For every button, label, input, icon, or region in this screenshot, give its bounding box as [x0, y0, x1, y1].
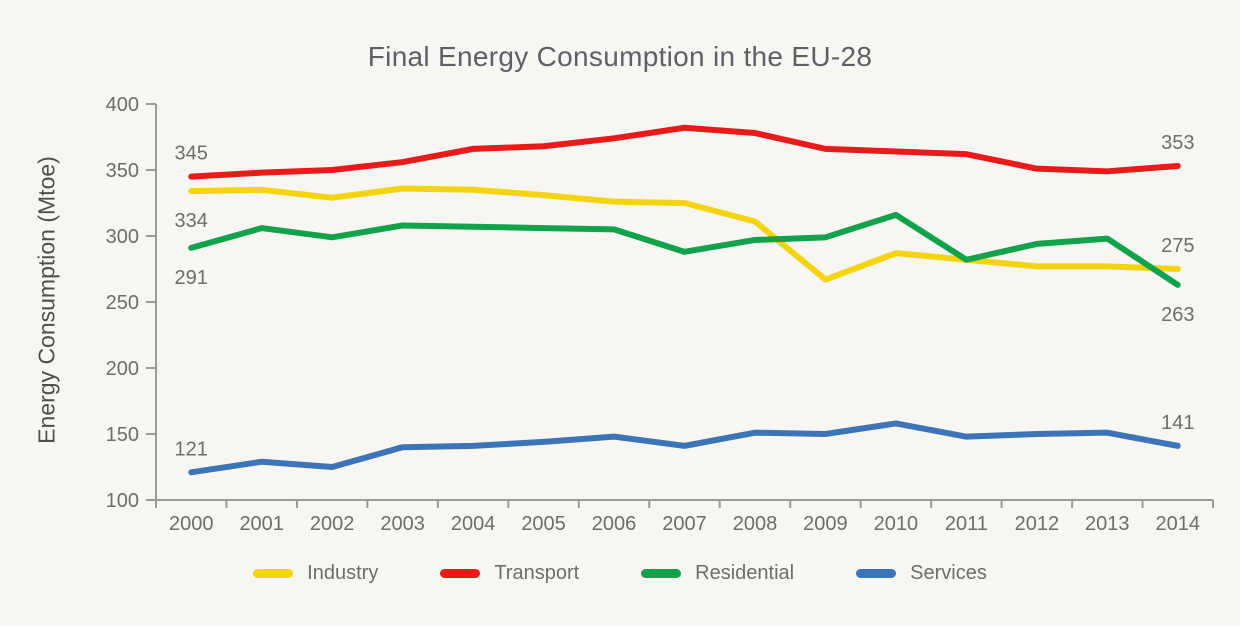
x-axis-tick-label: 2001 [239, 513, 284, 535]
y-axis-tick-label: 100 [106, 490, 139, 512]
legend-swatch-transport [440, 569, 481, 578]
legend-swatch-industry [253, 569, 294, 578]
x-axis-tick-label: 2008 [733, 513, 778, 535]
series-line-services [188, 420, 1181, 476]
y-axis-tick-label: 200 [106, 358, 139, 380]
end-value-label-residential: 263 [1161, 304, 1194, 326]
legend-item-industry: Industry [253, 562, 378, 585]
legend-label: Residential [695, 562, 795, 584]
start-value-label-transport: 345 [175, 143, 208, 165]
x-axis-tick-label: 2014 [1156, 513, 1201, 535]
x-axis-tick-label: 2010 [874, 513, 919, 535]
axis-lines [155, 104, 1213, 501]
end-value-label-industry: 275 [1161, 235, 1194, 257]
x-axis-tick-label: 2007 [662, 513, 707, 535]
end-value-label-transport: 353 [1161, 132, 1194, 154]
start-value-label-residential: 291 [175, 267, 208, 289]
legend: Industry Transport Residential Services [0, 562, 1240, 585]
x-axis-tick-label: 2004 [451, 513, 496, 535]
x-axis-tick-label: 2011 [945, 513, 988, 535]
y-axis-tick-label: 400 [106, 94, 139, 116]
x-axis-tick-label: 2003 [380, 513, 425, 535]
chart-title: Final Energy Consumption in the EU-28 [367, 41, 873, 72]
legend-swatch-residential [641, 569, 682, 578]
legend-swatch-services [856, 569, 897, 578]
legend-item-residential: Residential [641, 562, 794, 585]
start-value-label-services: 121 [175, 438, 208, 460]
x-axis-tick-label: 2000 [169, 513, 214, 535]
legend-label: Transport [494, 562, 580, 584]
x-axis-tick-label: 2002 [310, 513, 355, 535]
legend-item-services: Services [856, 562, 987, 585]
legend-item-transport: Transport [440, 562, 579, 585]
y-axis-tick-label: 150 [106, 424, 139, 446]
y-axis-tick-label: 350 [106, 160, 139, 182]
series-line-transport [188, 124, 1181, 180]
x-axis-tick-label: 2012 [1015, 513, 1060, 535]
x-axis-tick-label: 2009 [803, 513, 848, 535]
x-axis-tick-label: 2013 [1085, 513, 1130, 535]
series-line-industry [188, 185, 1181, 283]
legend-label: Services [910, 562, 987, 584]
series-line-residential [188, 211, 1181, 288]
start-value-label-industry: 334 [175, 210, 208, 232]
x-axis-tick-label: 2005 [521, 513, 566, 535]
x-axis-tick-label: 2006 [592, 513, 637, 535]
y-axis-tick-label: 250 [106, 292, 139, 314]
legend-label: Industry [307, 562, 379, 584]
end-value-label-services: 141 [1161, 412, 1194, 434]
y-axis-tick-label: 300 [106, 226, 139, 248]
